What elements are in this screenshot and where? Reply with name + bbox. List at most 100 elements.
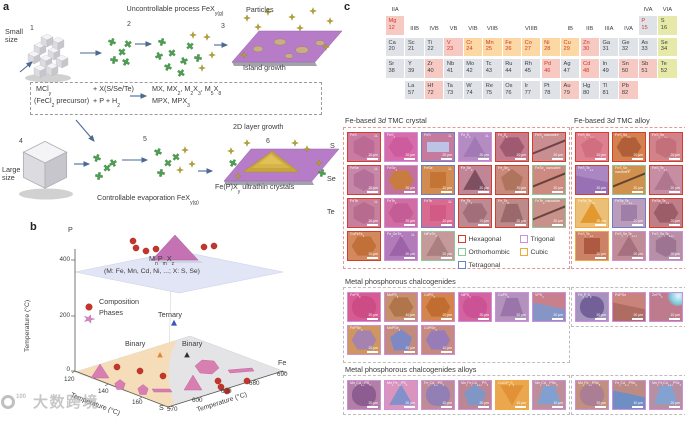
scale-bar: 10 μm — [552, 401, 563, 408]
tile-label: FeSexTe1-x — [578, 199, 596, 206]
crystal-row-se: FeSe 1L 20 μm FeSe2 20 μm FeSe 1L 20 μm Fe3Se4 20… — [347, 165, 566, 195]
element-cell-zr: Zr 40 — [424, 59, 444, 78]
micrograph-tile: Fe3Se4 20 μm — [458, 165, 492, 195]
micrograph-tile: MnxFe1-xPS3 20 μm — [384, 380, 418, 410]
products-line2: MPX, MPX3 — [152, 96, 190, 109]
step-4: 4 — [19, 138, 23, 145]
micrograph-tile: FexCd1-xPSe3 10 μm — [612, 380, 646, 410]
micrograph-tile: FePSe3 20 μm — [347, 325, 381, 355]
element-cell-p: P 15 — [638, 16, 658, 35]
crystal-row-te: FeTe 1L 20 μm FeTe2 20 μm FeTe 1L 20 μm Fe3Te4 20… — [347, 198, 566, 228]
flake-shape — [353, 201, 375, 225]
phase-shapes-bottom — [90, 359, 255, 395]
legend-item-trigonal: Trigonal — [520, 235, 555, 243]
tile-label: PdPSe — [615, 293, 627, 297]
scale-bar: 20 μm — [552, 186, 563, 193]
flake-shape — [499, 137, 525, 157]
flake-shape — [351, 330, 377, 350]
legend-label: Cubic — [530, 248, 548, 256]
scale-bar: 20 μm — [595, 219, 606, 226]
alloy-row-2: FeSxTe1-x 20 μm FeSxSe1-x nanowire 20 μm FeS… — [575, 165, 683, 195]
micrograph-tile: FeSexTe1-x 20 μm — [649, 198, 683, 228]
flake-shape — [655, 135, 677, 159]
element-cell-se: Se 34 — [658, 37, 677, 57]
legend-item-cubic: Cubic — [520, 248, 548, 256]
tile-label: FeSxTe1-x — [578, 232, 594, 239]
element-cell-mn: Mn 25 — [483, 37, 502, 57]
element-cell-cd: Cd 48 — [580, 59, 599, 78]
step-2: 2 — [127, 21, 131, 28]
flake-shape — [581, 136, 603, 158]
flake-shape — [388, 203, 414, 223]
element-cell-sr: Sr 38 — [386, 59, 405, 78]
scale-bar: 20 μm — [441, 252, 452, 259]
element-cell-s: S 16 — [658, 16, 677, 35]
flake-shape — [620, 204, 638, 222]
flake-shape — [427, 141, 449, 153]
tile-label: MnPSe3 — [387, 326, 401, 333]
element-cell-hf: Hf 72 — [424, 80, 444, 100]
scale-bar: 20 μm — [367, 401, 378, 408]
tile-label: ZnPS3 — [652, 293, 663, 300]
crystal-section-title: Fe-based 3d TMC crystal — [345, 116, 427, 125]
scale-bar: 20 μm — [367, 153, 378, 160]
y-axis-title: Temperature (°C) — [24, 299, 31, 352]
scale-bar: 20 μm — [478, 401, 489, 408]
flake-shape — [352, 384, 376, 406]
tile-label: Fe7Se8 — [498, 166, 510, 173]
panel-c-label: c — [344, 1, 351, 13]
tile-layer-label: 1L — [448, 167, 452, 171]
group-label: IIB — [586, 25, 594, 32]
micrograph-tile: FeSxSetTe1-x-t 20 μm — [612, 231, 646, 261]
tile-label: MnxFetCd1-x-tPSe3 — [652, 381, 682, 388]
ytick-400: 400 — [59, 256, 70, 263]
tile-label: CdPSe3 — [424, 326, 437, 333]
ltick-140: 140 — [98, 388, 109, 395]
watermark-text: 大数跨境 — [33, 394, 100, 411]
binary-marker-left — [157, 352, 163, 358]
micrograph-tile: Fe3S4 1L 20 μm — [458, 132, 492, 162]
tile-label: FeS2 nanowire — [535, 133, 559, 140]
tile-label: FeSxSetTe1-x-t — [615, 232, 637, 239]
scale-bar: 20 μm — [367, 219, 378, 226]
element-cell-ge: Ge 32 — [619, 37, 638, 57]
tile-layer-label: 1L — [448, 200, 452, 204]
crystal-row-s: FeS 1L 20 μm FeS2 20 μm FeS 1L 20 μm Fe3S4 1L 20 μ… — [347, 132, 566, 162]
scale-bar: 20 μm — [552, 219, 563, 226]
element-cell-mg: Mg 12 — [386, 16, 405, 35]
micrograph-tile: FexCd1-xPS3 10 μm — [421, 380, 455, 410]
scale-bar: 20 μm — [478, 313, 489, 320]
tile-label: FexCd1-xPSe3 — [615, 381, 637, 388]
binary-right-label: Binary — [182, 339, 203, 348]
ltick-120: 120 — [64, 376, 75, 383]
legend-item-hexagonal: Hexagonal — [458, 235, 501, 243]
legend-phases-label: Phases — [99, 308, 123, 317]
group-label-top: IVA — [643, 7, 653, 13]
element-cell-os: Os 76 — [502, 80, 521, 100]
micrograph-tile: FeSexTe1-x 20 μm — [575, 198, 609, 228]
flake-shape — [667, 293, 682, 306]
micrograph-tile: CuFeTe2 20 μm — [347, 231, 381, 261]
tile-label: FeSe2 nanowire — [535, 166, 561, 173]
top-plane-triangle — [151, 234, 199, 261]
ternary-marker — [171, 319, 177, 326]
tile-label: FePS3 — [350, 293, 361, 300]
micrograph-tile: FeSxSe1-x 20 μm — [649, 132, 683, 162]
scale-bar: 20 μm — [669, 153, 680, 160]
ltick-160: 160 — [132, 399, 143, 406]
mpca-right-row: MnxFe1-xPSe3 20 μm FexCd1-xPSe3 10 μm MnxFet… — [575, 380, 683, 410]
tile-label: FeSexTe1-x — [615, 199, 633, 206]
micrograph-tile: FeSxSe1-x nanowire 20 μm — [612, 165, 646, 195]
mpca-left-box: MnxCd1-xPS3 20 μm MnxFe1-xPS3 20 μm FexCd1-x… — [343, 375, 570, 415]
group-label: IB — [567, 25, 573, 32]
group-label: IIIA — [604, 25, 614, 32]
tile-label: FeSxTe1-x — [652, 166, 668, 173]
island-growth-substrate — [231, 7, 343, 66]
scale-bar: 20 μm — [632, 219, 643, 226]
formula-note: (M: Fe, Mn, Cd, Ni, ...; X: S, Se) — [104, 268, 200, 275]
flake-shape — [580, 296, 604, 318]
scale-bar: 20 μm — [595, 401, 606, 408]
scale-bar: 20 μm — [669, 252, 680, 259]
scale-bar: 20 μm — [404, 219, 415, 226]
scale-bar: 20 μm — [595, 252, 606, 259]
